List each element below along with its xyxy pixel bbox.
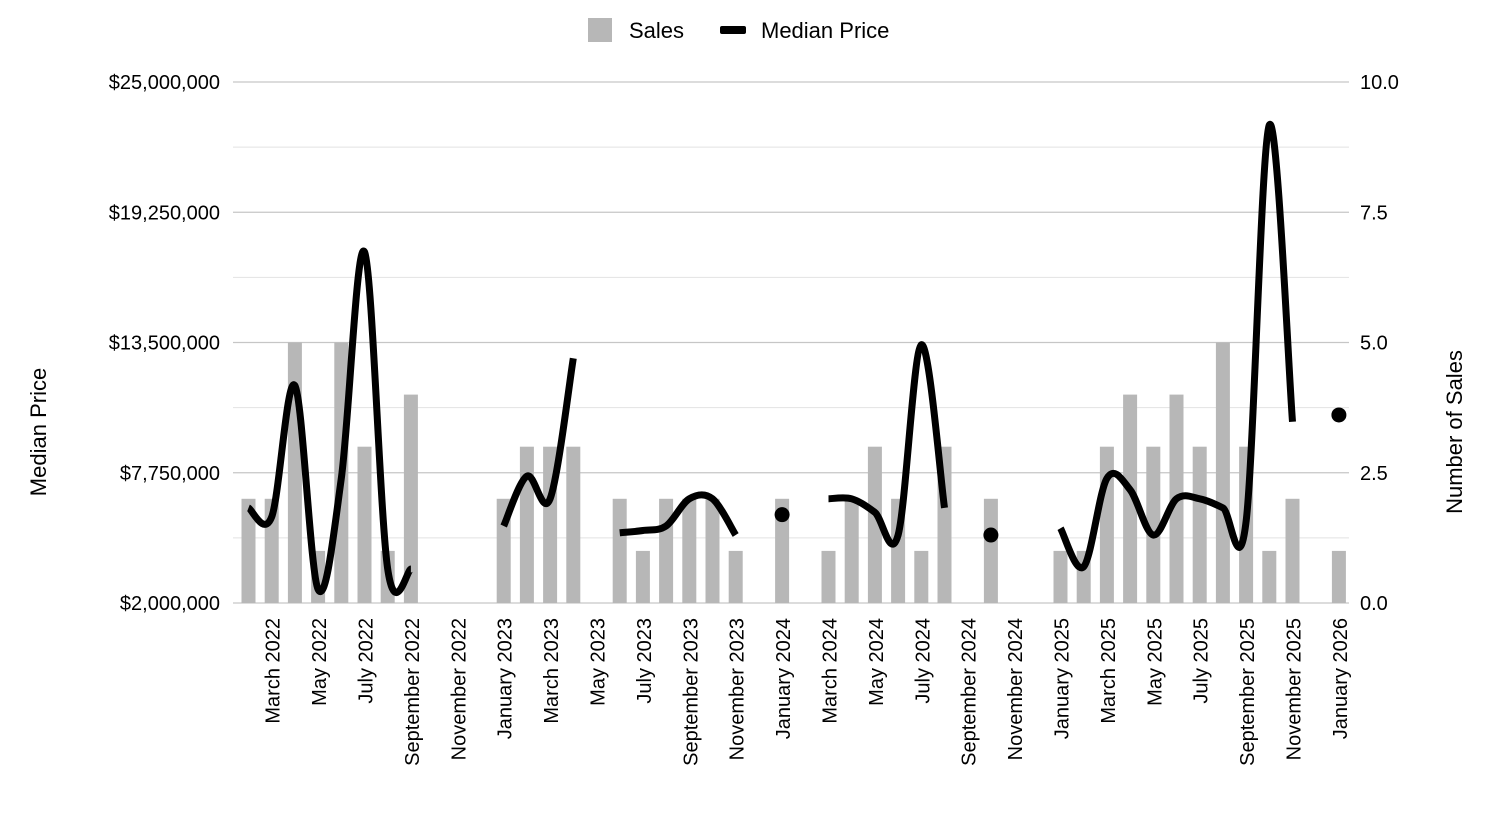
x-tick-label: May 2025 xyxy=(1144,618,1166,706)
y-right-tick-label: 10.0 xyxy=(1360,72,1399,94)
legend-label-median-price: Median Price xyxy=(761,18,889,43)
sales-bar xyxy=(1215,342,1230,603)
median-price-point xyxy=(1331,407,1347,423)
x-tick-label: November 2025 xyxy=(1284,618,1306,760)
y-left-tick-label: $19,250,000 xyxy=(109,202,220,224)
y-right-tick-label: 7.5 xyxy=(1360,202,1388,224)
y-left-axis-title: Median Price xyxy=(26,368,51,496)
sales-bar xyxy=(867,446,882,603)
sales-bar xyxy=(403,394,418,603)
median-price-segment xyxy=(246,247,415,596)
median-price-line xyxy=(246,121,1347,596)
legend: Sales Median Price xyxy=(588,18,889,43)
x-tick-label: May 2023 xyxy=(588,618,610,706)
sales-bar xyxy=(357,446,372,603)
legend-swatch-median-price xyxy=(720,26,746,34)
x-tick-label: July 2024 xyxy=(912,618,934,704)
median-price-segment xyxy=(828,341,948,548)
y-left-tick-label: $2,000,000 xyxy=(120,593,220,615)
y-right-tick-label: 5.0 xyxy=(1360,333,1388,355)
sales-bar xyxy=(682,498,697,603)
sales-bar xyxy=(983,498,998,603)
sales-bar xyxy=(821,550,836,603)
legend-swatch-sales xyxy=(588,18,612,42)
sales-bar xyxy=(705,498,720,603)
x-tick-label: November 2024 xyxy=(1005,618,1027,760)
y-left-tick-label: $25,000,000 xyxy=(109,72,220,94)
x-tick-label: July 2025 xyxy=(1191,618,1213,704)
x-tick-label: September 2025 xyxy=(1237,618,1259,766)
sales-bar xyxy=(1331,550,1346,603)
sales-bar xyxy=(844,498,859,603)
legend-label-sales: Sales xyxy=(629,18,684,43)
x-tick-label: May 2022 xyxy=(309,618,331,706)
y-right-tick-label: 2.5 xyxy=(1360,463,1388,485)
axes: $2,000,000 $7,750,000 $13,500,000 $19,250,0… xyxy=(109,72,1399,766)
x-tick-label: November 2023 xyxy=(727,618,749,760)
x-tick-label: January 2023 xyxy=(495,618,517,739)
sales-bar xyxy=(1146,446,1161,603)
sales-bar xyxy=(1192,446,1207,603)
sales-bar xyxy=(1285,498,1300,603)
sales-bar xyxy=(728,550,743,603)
x-tick-label: March 2025 xyxy=(1098,618,1120,724)
sales-bar xyxy=(1123,394,1138,603)
gridlines xyxy=(233,81,1349,604)
sales-bar xyxy=(241,498,256,603)
sales-bar xyxy=(612,498,627,603)
sales-bar xyxy=(635,550,650,603)
sales-bar xyxy=(519,446,534,603)
sales-bar xyxy=(659,498,674,603)
x-tick-label: March 2023 xyxy=(541,618,563,724)
x-tick-label: July 2023 xyxy=(634,618,656,704)
sales-bar xyxy=(775,498,790,603)
median-price-point xyxy=(774,507,790,523)
y-left-tick-label: $7,750,000 xyxy=(120,463,220,485)
y-left-tick-label: $13,500,000 xyxy=(109,333,220,355)
x-tick-label: January 2024 xyxy=(773,618,795,739)
sales-bar xyxy=(1053,550,1068,603)
x-tick-label: March 2022 xyxy=(263,618,285,724)
y-right-axis-title: Number of Sales xyxy=(1442,350,1467,514)
x-tick-label: September 2024 xyxy=(959,618,981,766)
x-tick-label: July 2022 xyxy=(356,618,378,704)
median-price-point xyxy=(983,527,999,543)
x-tick-label: September 2022 xyxy=(402,618,424,766)
x-tick-label: January 2025 xyxy=(1052,618,1074,739)
sales-bar xyxy=(914,550,929,603)
median-price-segment xyxy=(1057,121,1296,572)
y-right-tick-label: 0.0 xyxy=(1360,593,1388,615)
x-tick-label: November 2022 xyxy=(448,618,470,760)
sales-bar xyxy=(566,446,581,603)
x-tick-label: September 2023 xyxy=(680,618,702,766)
x-tick-label: March 2024 xyxy=(820,618,842,724)
sales-bar xyxy=(1262,550,1277,603)
x-tick-label: May 2024 xyxy=(866,618,888,706)
median-price-segment xyxy=(500,357,577,528)
x-tick-label: January 2026 xyxy=(1330,618,1352,739)
median-price-segment xyxy=(619,491,739,537)
